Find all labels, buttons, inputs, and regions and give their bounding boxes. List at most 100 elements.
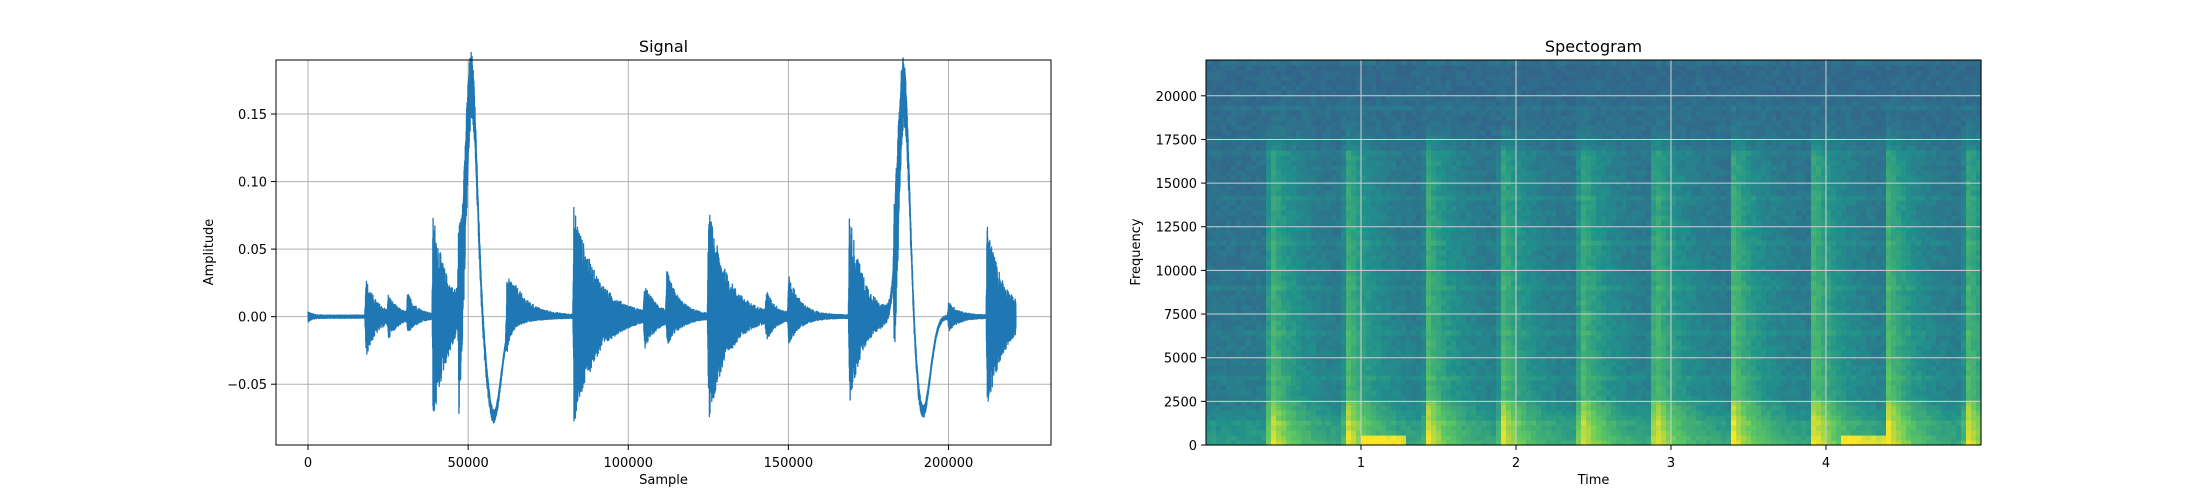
spectrogram-cell — [1281, 105, 1287, 111]
spectrogram-cell — [1261, 205, 1267, 211]
spectrogram-cell — [1286, 210, 1292, 216]
spectrogram-cell — [1386, 165, 1392, 171]
spectrogram-cell — [1411, 190, 1417, 196]
spectrogram-cell — [1436, 305, 1442, 311]
spectrogram-cell — [1436, 215, 1442, 221]
spectrogram-cell — [1256, 205, 1262, 211]
spectrogram-cell — [1341, 405, 1347, 411]
spectrogram-cell — [1406, 240, 1412, 246]
spectrogram-cell — [1296, 220, 1302, 226]
spectrogram-cell — [1416, 140, 1422, 146]
spectrogram-cell — [1351, 150, 1357, 156]
spectrogram-cell — [1376, 185, 1382, 191]
spectrogram-cell — [1326, 130, 1332, 136]
spectrogram-cell — [1396, 345, 1402, 351]
spectrogram-cell — [1321, 380, 1327, 386]
spectrogram-cell — [1346, 195, 1352, 201]
spectrogram-cell — [1321, 125, 1327, 131]
spectrogram-cell — [1271, 175, 1277, 181]
spectrogram-cell — [1416, 290, 1422, 296]
spectrogram-cell — [1311, 130, 1317, 136]
spectrogram-cell — [1291, 425, 1297, 431]
signal-y-tick-label: −0.05 — [227, 378, 267, 393]
spectrogram-cell — [1366, 75, 1372, 81]
spectrogram-cell — [1296, 170, 1302, 176]
spectrogram-cell — [1311, 75, 1317, 81]
spectrogram-cell — [1521, 300, 1527, 306]
spectrogram-cell — [1481, 325, 1487, 331]
spectrogram-cell — [1271, 130, 1277, 136]
spectrogram-cell — [1486, 370, 1492, 376]
spectrogram-cell — [1256, 285, 1262, 291]
spectrogram-cell — [1411, 200, 1417, 206]
spectrogram-cell — [1316, 65, 1322, 71]
spectrogram-cell — [1391, 395, 1397, 401]
spectrogram-cell — [1406, 125, 1412, 131]
spectrogram-cell — [1466, 385, 1472, 391]
spectrogram-cell — [1426, 110, 1432, 116]
spectrogram-cell — [1346, 430, 1352, 436]
spectrogram-cell — [1421, 310, 1427, 316]
spectrogram-cell — [1481, 75, 1487, 81]
spectrogram-cell — [1456, 200, 1462, 206]
spectrogram-cell — [1266, 420, 1272, 426]
spectrogram-cell — [1486, 375, 1492, 381]
spectrogram-cell — [1326, 370, 1332, 376]
spectrogram-cell — [1231, 155, 1237, 161]
spectrogram-cell — [1246, 230, 1252, 236]
spectrogram-cell — [1386, 395, 1392, 401]
spectrogram-cell — [1521, 215, 1527, 221]
spectrogram-cell — [1506, 265, 1512, 271]
spectrogram-cell — [1391, 110, 1397, 116]
spectrogram-cell — [1266, 370, 1272, 376]
spectrogram-cell — [1386, 330, 1392, 336]
spectrogram-cell — [1366, 335, 1372, 341]
spectrogram-cell — [1221, 400, 1227, 406]
spectrogram-cell — [1381, 80, 1387, 86]
spectrogram-cell — [1261, 405, 1267, 411]
spectrogram-cell — [1256, 200, 1262, 206]
spectrogram-cell — [1446, 290, 1452, 296]
spectrogram-cell — [1371, 280, 1377, 286]
spectrogram-cell — [1471, 165, 1477, 171]
spectrogram-cell — [1301, 250, 1307, 256]
spectrogram-cell — [1331, 385, 1337, 391]
spectrogram-cell — [1251, 125, 1257, 131]
spectrogram-cell — [1441, 275, 1447, 281]
spectrogram-cell — [1336, 425, 1342, 431]
spectrogram-cell — [1436, 165, 1442, 171]
spectrogram-cell — [1236, 400, 1242, 406]
spectrogram-cell — [1396, 110, 1402, 116]
spectrogram-cell — [1431, 365, 1437, 371]
spectrogram-cell — [1361, 385, 1367, 391]
spectrogram-cell — [1246, 400, 1252, 406]
spectrogram-cell — [1451, 225, 1457, 231]
spectrogram-cell — [1301, 190, 1307, 196]
spectrogram-cell — [1351, 425, 1357, 431]
spectrogram-cell — [1506, 275, 1512, 281]
spectrogram-cell — [1526, 395, 1532, 401]
spectrogram-cell — [1496, 330, 1502, 336]
spectrogram-cell — [1271, 150, 1277, 156]
spectrogram-cell — [1261, 260, 1267, 266]
spectrogram-cell — [1221, 125, 1227, 131]
spectrogram-cell — [1211, 225, 1217, 231]
spectrogram-cell — [1406, 335, 1412, 341]
spectrogram-cell — [1401, 150, 1407, 156]
spectrogram-cell — [1451, 195, 1457, 201]
spectrogram-cell — [1476, 320, 1482, 326]
spectrogram-cell — [1446, 225, 1452, 231]
spectrogram-cell — [1216, 105, 1222, 111]
spectrogram-cell — [1301, 370, 1307, 376]
spectrogram-cell — [1296, 300, 1302, 306]
spectrogram-cell — [1496, 265, 1502, 271]
spectrogram-cell — [1426, 265, 1432, 271]
spectrogram-cell — [1231, 200, 1237, 206]
spectrogram-cell — [1371, 400, 1377, 406]
spectrogram-cell — [1246, 225, 1252, 231]
spectrogram-cell — [1381, 230, 1387, 236]
spectrogram-cell — [1441, 395, 1447, 401]
spectrogram-cell — [1291, 185, 1297, 191]
spectrogram-cell — [1316, 70, 1322, 76]
spectrogram-cell — [1346, 280, 1352, 286]
